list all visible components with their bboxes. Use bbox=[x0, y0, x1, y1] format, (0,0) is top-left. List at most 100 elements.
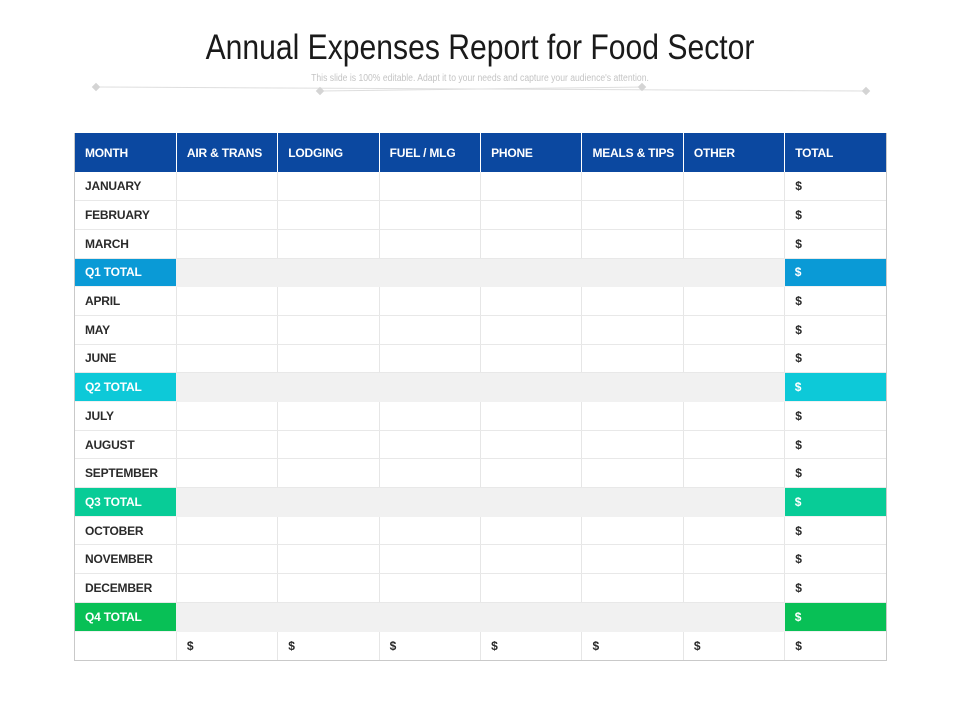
expense-cell[interactable] bbox=[581, 516, 684, 546]
expense-cell[interactable] bbox=[176, 602, 278, 632]
row-total-cell[interactable]: $ bbox=[784, 602, 887, 632]
row-total-cell[interactable]: $ bbox=[784, 487, 887, 517]
expense-cell[interactable] bbox=[277, 544, 380, 575]
row-total-cell[interactable]: $ bbox=[784, 401, 887, 431]
expense-cell[interactable] bbox=[277, 372, 380, 402]
expense-cell[interactable] bbox=[379, 315, 482, 345]
expense-cell[interactable] bbox=[379, 372, 481, 402]
row-total-cell[interactable]: $ bbox=[784, 258, 887, 288]
column-total-cell[interactable]: $ bbox=[795, 638, 802, 653]
expense-cell[interactable] bbox=[379, 200, 482, 230]
expense-cell[interactable] bbox=[581, 544, 684, 575]
row-total-cell[interactable]: $ bbox=[784, 516, 887, 546]
expense-cell[interactable] bbox=[480, 229, 583, 259]
row-total-cell[interactable]: $ bbox=[784, 458, 887, 489]
expense-cell[interactable] bbox=[277, 458, 380, 489]
row-label[interactable]: Q2 TOTAL bbox=[75, 372, 177, 402]
expense-cell[interactable] bbox=[176, 573, 279, 603]
column-total-cell[interactable]: $ bbox=[581, 631, 684, 660]
expense-cell[interactable] bbox=[379, 344, 482, 374]
expense-cell[interactable] bbox=[176, 544, 279, 575]
expense-cell[interactable] bbox=[176, 200, 279, 230]
expense-cell[interactable] bbox=[176, 229, 279, 259]
expense-cell[interactable] bbox=[480, 372, 582, 402]
expense-cell[interactable] bbox=[683, 573, 786, 603]
expense-cell[interactable] bbox=[581, 344, 684, 374]
expense-cell[interactable] bbox=[277, 286, 380, 316]
column-total-cell[interactable]: $ bbox=[683, 631, 786, 660]
row-label[interactable]: NOVEMBER bbox=[75, 544, 177, 575]
expense-cell[interactable] bbox=[379, 172, 482, 202]
row-label[interactable]: MARCH bbox=[75, 229, 177, 259]
expense-cell[interactable] bbox=[581, 602, 684, 632]
expense-cell[interactable] bbox=[176, 258, 278, 288]
expense-cell[interactable] bbox=[379, 458, 482, 489]
expense-cell[interactable] bbox=[176, 487, 278, 517]
expense-cell[interactable] bbox=[176, 344, 279, 374]
expense-cell[interactable] bbox=[683, 315, 786, 345]
expense-cell[interactable] bbox=[581, 258, 684, 288]
expense-cell[interactable] bbox=[581, 401, 684, 431]
expense-cell[interactable] bbox=[480, 344, 583, 374]
expense-cell[interactable] bbox=[176, 401, 279, 431]
row-label[interactable]: JUNE bbox=[75, 344, 177, 374]
expense-cell[interactable] bbox=[277, 229, 380, 259]
row-label[interactable]: MAY bbox=[75, 315, 177, 345]
expense-cell[interactable] bbox=[176, 458, 279, 489]
expense-cell[interactable] bbox=[176, 372, 278, 402]
expense-cell[interactable] bbox=[480, 544, 583, 575]
row-total-cell[interactable]: $ bbox=[784, 286, 887, 316]
row-label[interactable]: OCTOBER bbox=[75, 516, 177, 546]
row-label[interactable]: Q3 TOTAL bbox=[75, 487, 177, 517]
expense-cell[interactable] bbox=[379, 544, 482, 575]
expense-cell[interactable] bbox=[379, 401, 482, 431]
expense-cell[interactable] bbox=[480, 487, 582, 517]
row-total-cell[interactable]: $ bbox=[784, 344, 887, 374]
expense-cell[interactable] bbox=[683, 229, 786, 259]
expense-cell[interactable] bbox=[480, 315, 583, 345]
expense-cell[interactable] bbox=[683, 258, 785, 288]
expense-cell[interactable] bbox=[480, 172, 583, 202]
expense-cell[interactable] bbox=[277, 430, 380, 460]
expense-cell[interactable] bbox=[683, 458, 786, 489]
expense-cell[interactable] bbox=[277, 172, 380, 202]
expense-cell[interactable] bbox=[379, 516, 482, 546]
expense-cell[interactable] bbox=[480, 401, 583, 431]
expense-cell[interactable] bbox=[581, 458, 684, 489]
expense-cell[interactable] bbox=[683, 401, 786, 431]
expense-cell[interactable] bbox=[683, 602, 785, 632]
expense-cell[interactable] bbox=[277, 487, 380, 517]
row-total-cell[interactable]: $ bbox=[784, 315, 887, 345]
expense-cell[interactable] bbox=[176, 516, 279, 546]
row-label[interactable]: JANUARY bbox=[75, 172, 177, 202]
column-total-cell[interactable]: $ bbox=[277, 631, 380, 660]
column-total-cell[interactable]: $ bbox=[176, 631, 279, 660]
expense-cell[interactable] bbox=[581, 229, 684, 259]
expense-cell[interactable] bbox=[480, 258, 582, 288]
column-total-cell[interactable]: $ bbox=[480, 631, 583, 660]
expense-cell[interactable] bbox=[277, 516, 380, 546]
expense-cell[interactable] bbox=[581, 315, 684, 345]
row-total-cell[interactable]: $ bbox=[784, 430, 887, 460]
expense-cell[interactable] bbox=[581, 487, 684, 517]
expense-cell[interactable] bbox=[480, 430, 583, 460]
expense-cell[interactable] bbox=[581, 372, 684, 402]
expense-cell[interactable] bbox=[379, 430, 482, 460]
expense-cell[interactable] bbox=[277, 602, 380, 632]
row-label[interactable]: Q4 TOTAL bbox=[75, 602, 177, 632]
expense-cell[interactable] bbox=[683, 172, 786, 202]
row-total-cell[interactable]: $ bbox=[784, 372, 887, 402]
row-label[interactable]: DECEMBER bbox=[75, 573, 177, 603]
expense-cell[interactable] bbox=[277, 258, 380, 288]
row-total-cell[interactable]: $ bbox=[784, 229, 887, 259]
expense-cell[interactable] bbox=[683, 344, 786, 374]
row-label[interactable]: SEPTEMBER bbox=[75, 458, 177, 489]
expense-cell[interactable] bbox=[277, 315, 380, 345]
expense-cell[interactable] bbox=[683, 487, 785, 517]
row-total-cell[interactable]: $ bbox=[784, 544, 887, 575]
row-total-cell[interactable]: $ bbox=[784, 573, 887, 603]
expense-cell[interactable] bbox=[176, 315, 279, 345]
row-label[interactable]: FEBRUARY bbox=[75, 200, 177, 230]
expense-cell[interactable] bbox=[581, 573, 684, 603]
expense-cell[interactable] bbox=[683, 200, 786, 230]
